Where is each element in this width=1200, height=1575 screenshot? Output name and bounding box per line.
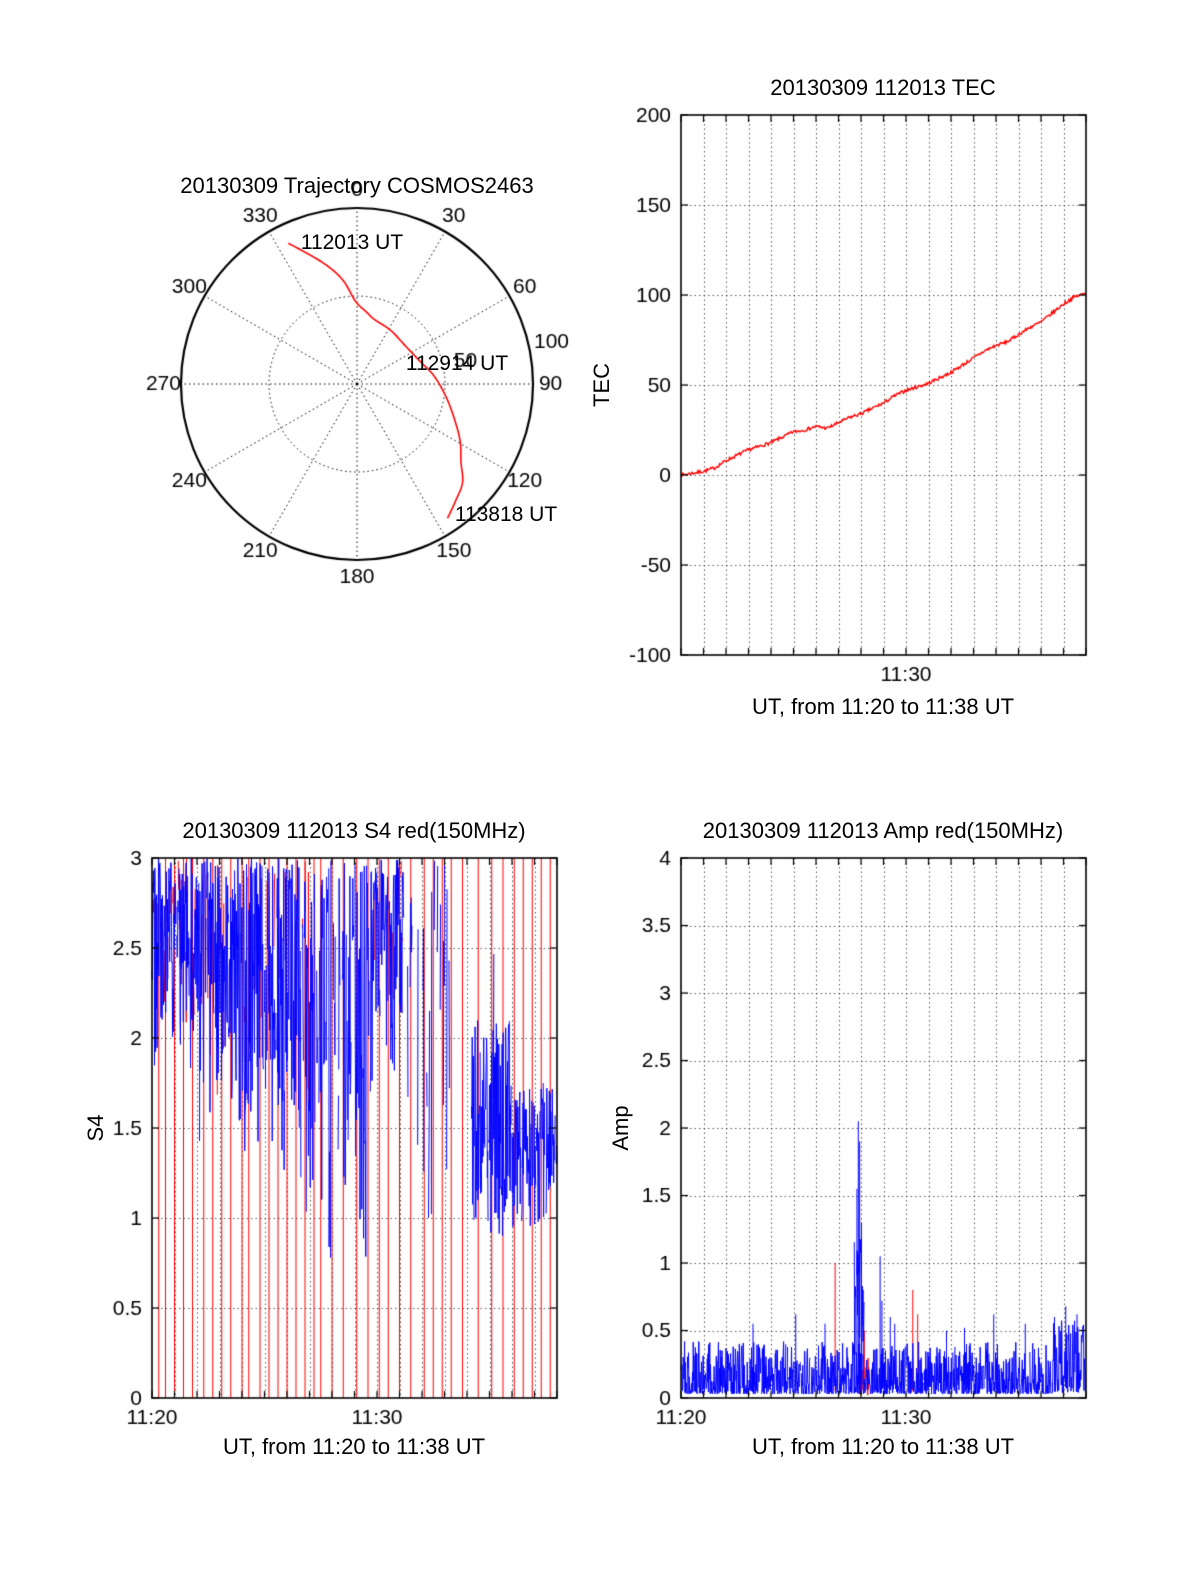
- s4-plot-title: 20130309 112013 S4 red(150MHz): [182, 818, 526, 843]
- trajectory-mid-time-annotation: 112914 UT: [405, 352, 509, 375]
- tec-yaxis-label: TEC: [589, 363, 614, 407]
- amp-xaxis-label: UT, from 11:20 to 11:38 UT: [751, 1434, 1015, 1459]
- tec-xaxis-label: UT, from 11:20 to 11:38 UT: [751, 694, 1015, 719]
- s4-yaxis-label: S4: [83, 1114, 108, 1142]
- polar-plot-title: 20130309 Trajectory COSMOS2463: [180, 173, 534, 198]
- amp-plot-title: 20130309 112013 Amp red(150MHz): [702, 818, 1064, 843]
- trajectory-polar-plot: [120, 150, 620, 650]
- s4-xaxis-label: UT, from 11:20 to 11:38 UT: [222, 1434, 486, 1459]
- tec-plot-title: 20130309 112013 TEC: [770, 75, 996, 100]
- trajectory-start-time-annotation: 112013 UT: [300, 231, 404, 254]
- s4-scintillation-plot: [80, 840, 600, 1460]
- amp-plot: [610, 840, 1130, 1460]
- tec-line-plot: [620, 80, 1140, 700]
- amp-yaxis-label: Amp: [608, 1105, 633, 1151]
- trajectory-end-time-annotation: 113818 UT: [454, 503, 558, 526]
